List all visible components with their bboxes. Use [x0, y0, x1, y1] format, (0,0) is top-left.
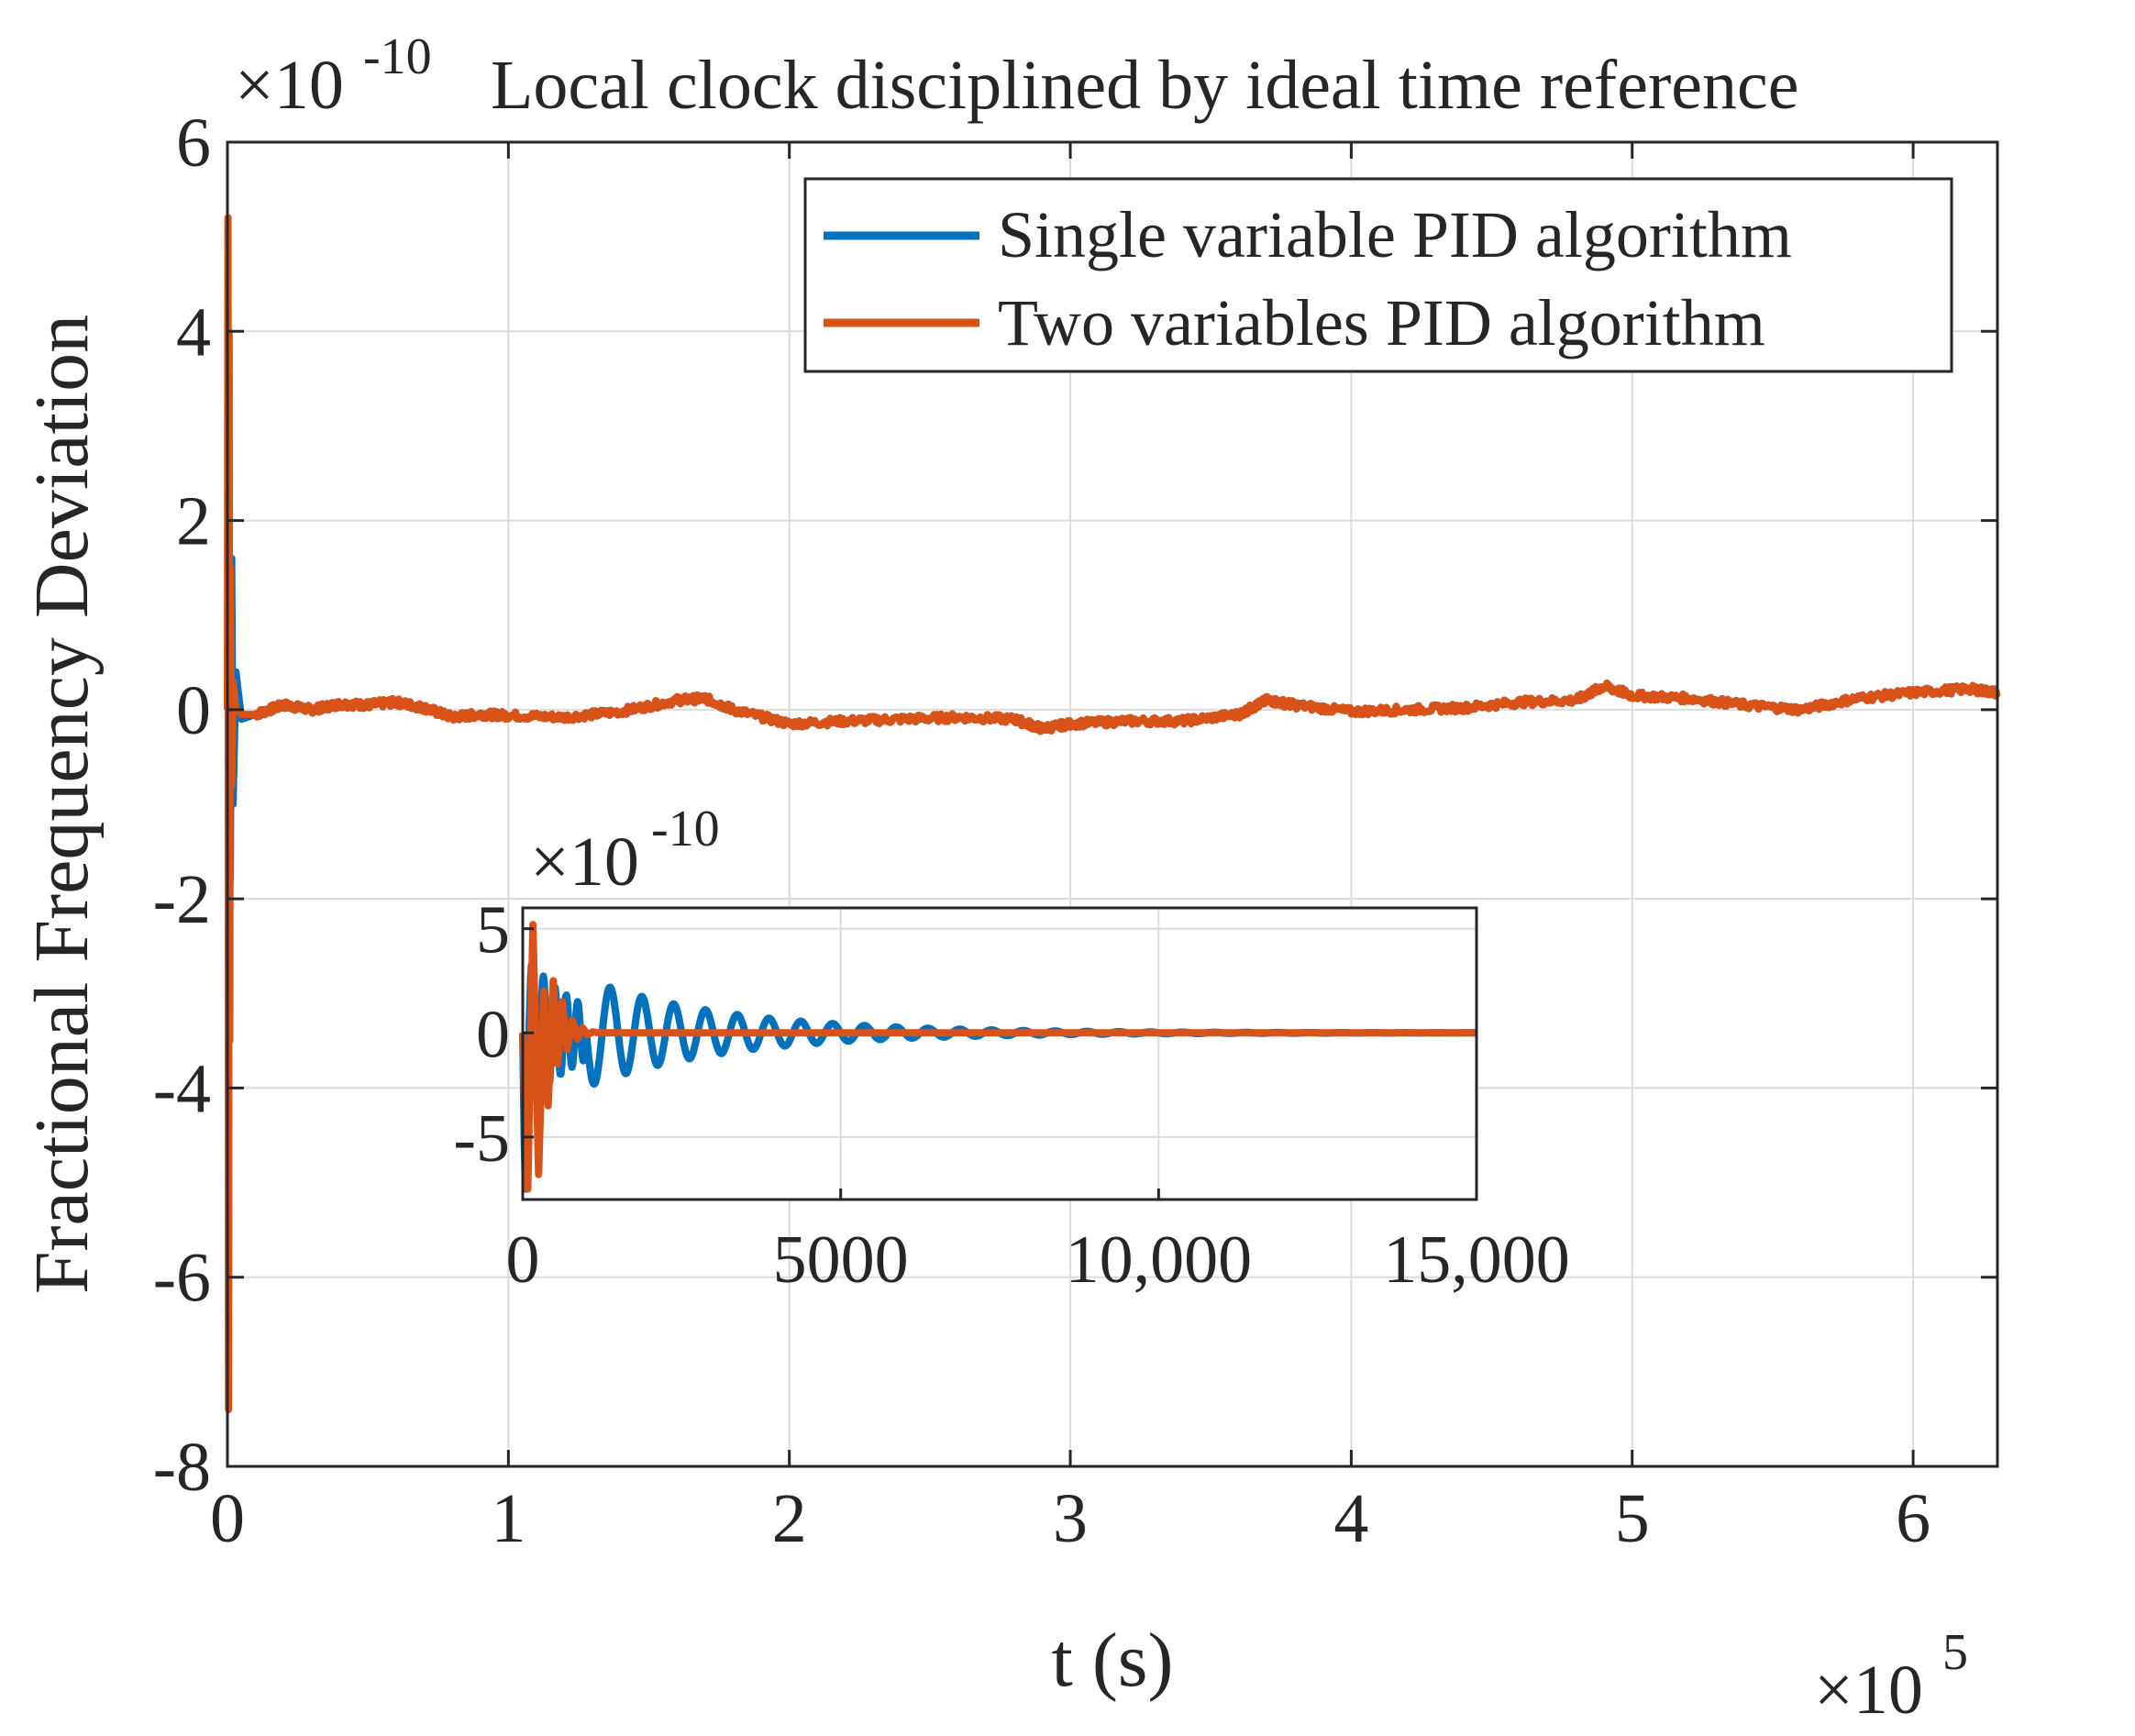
y-tick-label: -6 — [153, 1240, 211, 1317]
inset-x-tick-label: 0 — [506, 1222, 540, 1298]
main-ticks — [226, 140, 1997, 1468]
y-tick-label: -2 — [153, 861, 211, 938]
series-line-single — [224, 470, 2001, 884]
inset-y-exponent-label: ×10 — [530, 824, 639, 901]
y-tick-label: 0 — [176, 672, 211, 749]
y-tick-label: -4 — [153, 1050, 211, 1127]
legend-box — [803, 177, 1953, 373]
inset-x-tick-label: 15,000 — [1383, 1222, 1570, 1298]
inset-y-tick-label: 0 — [476, 997, 510, 1072]
inset-series-line-two — [519, 921, 1477, 1193]
main-series-group — [224, 214, 2001, 1414]
main-tick-labels: 0 1 2 3 4 5 6 -8 -6 -4 -2 0 2 4 6 — [153, 105, 1930, 1557]
inset-chart: 0 5000 10,000 15,000 -5 0 5 ×10 -10 — [453, 801, 1569, 1298]
legend-label-two: Two variables PID algorithm — [998, 286, 1765, 359]
x-tick-label: 5 — [1615, 1480, 1650, 1557]
x-tick-label: 4 — [1333, 1480, 1368, 1557]
inset-tick-labels: 0 5000 10,000 15,000 -5 0 5 — [453, 893, 1569, 1298]
chart-title: Local clock disciplined by ideal time re… — [491, 47, 1798, 124]
legend-label-single: Single variable PID algorithm — [998, 198, 1792, 271]
inset-background — [523, 908, 1477, 1200]
inset-x-tick-label: 5000 — [773, 1222, 909, 1298]
y-tick-label: 6 — [176, 105, 211, 182]
inset-series-group — [519, 921, 1480, 1193]
inset-y-tick-label: -5 — [453, 1101, 510, 1177]
inset-ticks — [521, 927, 1478, 1200]
y-exponent-label: ×10 — [235, 47, 344, 124]
inset-x-tick-label: 10,000 — [1066, 1222, 1253, 1298]
main-axes-box — [226, 140, 1999, 1468]
x-tick-label: 6 — [1896, 1480, 1930, 1557]
y-exponent-power: -10 — [363, 28, 432, 85]
y-tick-label: -8 — [153, 1429, 211, 1506]
x-exponent-label: ×10 — [1814, 1652, 1923, 1729]
x-tick-label: 2 — [772, 1480, 807, 1557]
y-tick-label: 2 — [176, 483, 211, 560]
legend: Single variable PID algorithm Two variab… — [803, 177, 1953, 373]
x-axis-title: t (s) — [1052, 1618, 1174, 1703]
x-tick-label: 1 — [491, 1480, 525, 1557]
inset-y-exponent-power: -10 — [651, 801, 720, 857]
x-tick-label: 3 — [1053, 1480, 1088, 1557]
x-exponent-power: 5 — [1942, 1624, 1968, 1681]
inset-y-tick-label: 5 — [476, 893, 510, 968]
x-tick-label: 0 — [210, 1480, 245, 1557]
inset-axes-box — [521, 906, 1478, 1201]
series-line-two — [224, 214, 2001, 1414]
y-axis-title: Fractional Frequency Deviation — [19, 315, 105, 1294]
y-tick-label: 4 — [176, 293, 211, 370]
